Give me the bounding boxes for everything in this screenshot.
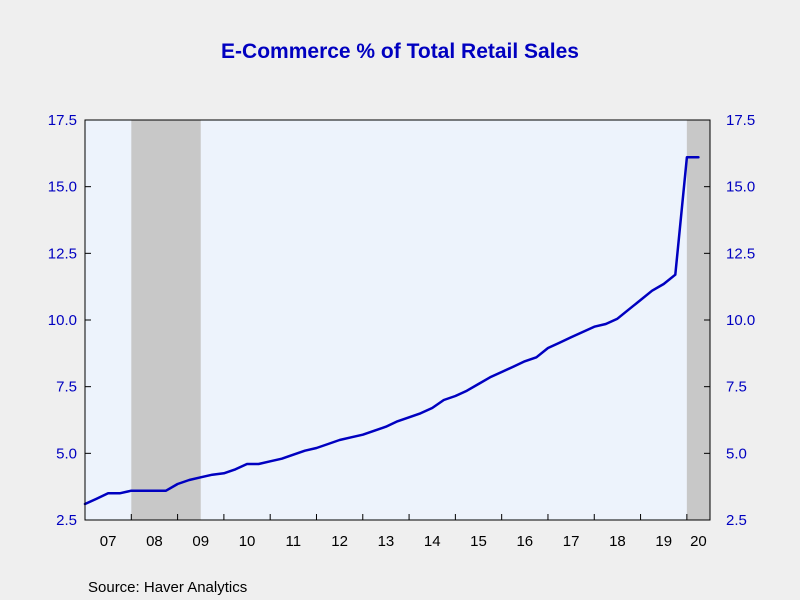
y-tick-label-left: 17.5 [48,112,77,129]
x-tick-label: 15 [470,533,487,550]
y-tick-label-left: 5.0 [56,445,77,462]
y-tick-label-right: 7.5 [726,379,747,396]
x-tick-label: 18 [609,533,626,550]
recession-band-2 [686,120,710,520]
y-tick-label-left: 2.5 [56,512,77,529]
x-tick-label: 08 [146,533,163,550]
x-tick-label: 16 [516,533,533,550]
y-tick-label-left: 15.0 [48,179,77,196]
recession-band-1 [131,120,201,520]
x-tick-label: 17 [563,533,580,550]
chart-title: E-Commerce % of Total Retail Sales [221,40,579,63]
y-axis-left: 2.5 5.0 7.5 10.0 12.5 15.0 17.5 [48,112,91,529]
x-tick-label: 13 [378,533,395,550]
x-tick-label: 11 [286,533,302,550]
x-tick-label: 09 [192,533,209,550]
y-tick-label-right: 17.5 [726,112,755,129]
x-tick-label: 12 [331,533,348,550]
y-tick-label-right: 12.5 [726,245,755,262]
x-tick-label: 19 [655,533,672,550]
recession-shading-layer [131,120,710,520]
x-tick-label: 14 [424,533,441,550]
x-axis: 07 08 09 10 11 12 13 14 15 16 17 18 19 20 [100,514,707,550]
series-line-1 [83,156,700,506]
y-tick-label-left: 10.0 [48,312,77,329]
y-tick-label-left: 7.5 [56,379,77,396]
y-tick-label-right: 10.0 [726,312,755,329]
x-tick-label: 10 [239,533,256,550]
y-tick-label-right: 5.0 [726,445,747,462]
y-tick-label-right: 15.0 [726,179,755,196]
source-note: Source: Haver Analytics [88,579,247,596]
y-axis-right: 2.5 5.0 7.5 10.0 12.5 15.0 17.5 [704,112,755,529]
x-tick-label: 20 [690,533,707,550]
series-layer [83,156,700,506]
x-tick-label: 07 [100,533,117,550]
y-tick-label-left: 12.5 [48,245,77,262]
y-tick-label-right: 2.5 [726,512,747,529]
